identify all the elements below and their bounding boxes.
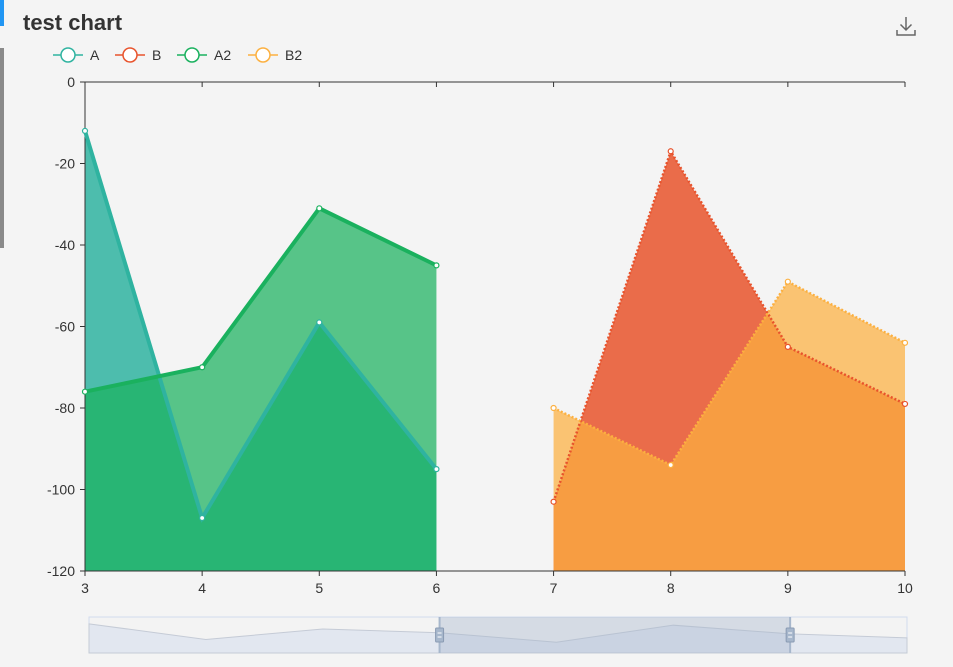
x-tick-label: 3 [81, 580, 89, 596]
legend-item-B[interactable]: B [115, 47, 161, 63]
legend-label: B2 [285, 47, 302, 63]
legend-item-A[interactable]: A [53, 47, 100, 63]
line-B [552, 148, 906, 503]
legend-marker [60, 47, 76, 63]
zoom-handle-right[interactable] [785, 617, 795, 653]
x-tick-label: 9 [784, 580, 792, 596]
zoom-handle-left[interactable] [435, 617, 445, 653]
y-tick-label: -80 [55, 400, 75, 416]
point-B2 [667, 461, 674, 469]
legend-label: A [90, 47, 100, 63]
point-B [901, 400, 909, 408]
point-A [316, 319, 323, 326]
point-B2 [550, 404, 557, 412]
x-tick-label: 8 [667, 580, 675, 596]
chart-title: test chart [23, 10, 123, 35]
legend-marker [122, 47, 138, 63]
x-tick-label: 5 [315, 580, 323, 596]
point-A2 [433, 262, 440, 269]
legend-marker [184, 47, 200, 63]
series-lines [83, 130, 906, 523]
point-B [784, 343, 791, 350]
axes: 3 4 5 6 7 8 9 10 0 -20 -40 -60 -80 -100 -120 [47, 74, 913, 596]
area-B [553, 151, 905, 571]
y-tick-label: -40 [55, 237, 75, 253]
legend-label: B [152, 47, 161, 63]
point-A2 [316, 205, 323, 212]
point-A [199, 514, 206, 522]
point-B [550, 498, 557, 505]
data-points [81, 127, 909, 522]
y-tick-label: 0 [67, 74, 75, 90]
area-B2 [553, 281, 905, 571]
x-tick-label: 7 [550, 580, 558, 596]
scrollbar[interactable] [0, 48, 4, 248]
legend: A B A2 B2 [53, 47, 302, 63]
point-A [81, 127, 89, 134]
legend-item-B2[interactable]: B2 [248, 47, 302, 63]
point-B2 [784, 278, 791, 285]
y-tick-label: -100 [47, 482, 75, 498]
side-accent-bar [0, 0, 4, 26]
point-B2 [901, 339, 909, 346]
legend-marker [255, 47, 271, 63]
y-tick-label: -120 [47, 563, 75, 579]
zoom-preview [88, 623, 908, 654]
zoom-window[interactable] [439, 617, 791, 653]
data-zoom-slider [88, 616, 908, 654]
legend-item-A2[interactable]: A2 [177, 47, 231, 63]
y-tick-label: -60 [55, 319, 75, 335]
point-A2 [81, 388, 89, 395]
legend-label: A2 [214, 47, 231, 63]
x-tick-label: 10 [897, 580, 913, 596]
line-A [83, 130, 438, 523]
download-icon[interactable] [894, 14, 918, 38]
point-A2 [199, 364, 206, 371]
area-fills [85, 130, 905, 571]
y-tick-label: -20 [55, 156, 75, 172]
area-A2 [85, 208, 437, 571]
point-A [433, 466, 440, 473]
point-B [667, 148, 674, 155]
line-B2 [553, 280, 906, 467]
x-tick-label: 4 [198, 580, 206, 596]
x-tick-label: 6 [433, 580, 441, 596]
line-A2 [84, 205, 438, 394]
area-A [85, 130, 437, 571]
